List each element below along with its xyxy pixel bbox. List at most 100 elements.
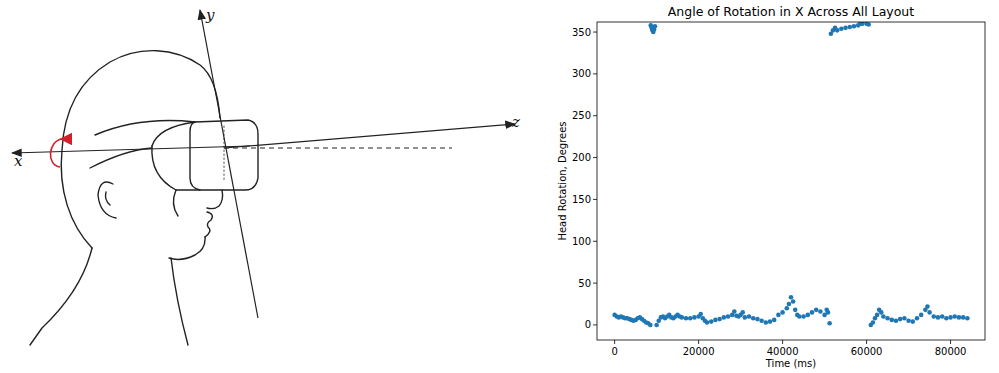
- point: [705, 320, 710, 325]
- point: [713, 318, 718, 323]
- head-outline: [152, 146, 200, 190]
- y-tick: [593, 73, 597, 74]
- point: [772, 318, 777, 323]
- head-outline: [171, 258, 188, 345]
- point: [797, 314, 802, 319]
- point: [961, 315, 966, 320]
- point: [910, 319, 915, 324]
- y-tick-label: 300: [572, 68, 591, 79]
- x-tick: [614, 340, 615, 344]
- point: [751, 316, 756, 321]
- point: [684, 316, 689, 321]
- axis-label: y: [205, 6, 215, 24]
- head-outline: [152, 122, 195, 146]
- x-tick-label: 0: [611, 346, 617, 357]
- y-tick-label: 200: [572, 152, 591, 163]
- point: [889, 318, 894, 323]
- y-tick: [593, 199, 597, 200]
- rotation-arrow-head: [62, 138, 68, 139]
- point: [791, 299, 796, 304]
- point: [843, 26, 848, 31]
- point: [965, 316, 970, 321]
- point: [948, 315, 953, 320]
- point: [898, 317, 903, 322]
- point: [805, 313, 810, 318]
- points: [612, 22, 969, 327]
- x-tick: [866, 340, 867, 344]
- point: [648, 323, 653, 328]
- head-outline: [190, 120, 258, 190]
- x-tick: [698, 340, 699, 344]
- point: [852, 24, 857, 29]
- point: [906, 318, 911, 323]
- x-tick-label: 40000: [767, 346, 799, 357]
- y-tick-label: 50: [578, 278, 591, 289]
- reference-line: [224, 147, 452, 148]
- point: [952, 314, 957, 319]
- point: [940, 314, 945, 319]
- point: [764, 320, 769, 325]
- point: [776, 313, 781, 318]
- point: [698, 312, 703, 317]
- point: [915, 316, 920, 321]
- point: [768, 319, 773, 324]
- head-outline: [205, 212, 212, 237]
- x-tick-label: 20000: [683, 346, 715, 357]
- plot-frame: [597, 22, 985, 340]
- point: [875, 313, 880, 318]
- point: [810, 310, 815, 315]
- point: [743, 315, 748, 320]
- point: [885, 316, 890, 321]
- point: [780, 310, 785, 315]
- point: [936, 315, 941, 320]
- chart: Angle of Rotation in X Across All Layout…: [557, 4, 985, 369]
- point: [879, 310, 884, 315]
- z-axis-arrow: [224, 124, 515, 148]
- point: [860, 22, 865, 26]
- x-tick-label: 80000: [935, 346, 967, 357]
- x-tick: [782, 340, 783, 344]
- point: [801, 314, 806, 319]
- point: [927, 310, 932, 315]
- point: [759, 318, 764, 323]
- head-outline: [30, 248, 92, 345]
- point: [827, 321, 832, 326]
- axis-label: x: [14, 152, 23, 170]
- point: [866, 22, 871, 27]
- point: [732, 309, 737, 314]
- point: [871, 320, 876, 325]
- chart-title: Angle of Rotation in X Across All Layout: [668, 4, 914, 19]
- y-tick: [593, 32, 597, 33]
- point: [925, 304, 930, 309]
- point: [722, 315, 727, 320]
- y-tick-label: 100: [572, 236, 591, 247]
- head-outline: [169, 237, 205, 259]
- head-diagram: [30, 51, 258, 345]
- point: [709, 319, 714, 324]
- x-tick: [950, 340, 951, 344]
- point: [944, 316, 949, 321]
- head-outline: [98, 182, 116, 218]
- y-tick: [593, 157, 597, 158]
- y-tick-label: 150: [572, 194, 591, 205]
- point: [957, 315, 962, 320]
- point: [814, 308, 819, 313]
- y-tick: [593, 283, 597, 284]
- y-tick-label: 350: [572, 27, 591, 38]
- point: [847, 25, 852, 30]
- head-outline: [106, 192, 111, 205]
- point: [653, 24, 658, 29]
- x-tick-label: 60000: [851, 346, 883, 357]
- point: [931, 314, 936, 319]
- y-tick-label: 250: [572, 110, 591, 121]
- point: [826, 310, 831, 315]
- point: [835, 28, 840, 33]
- y-tick: [593, 241, 597, 242]
- point: [654, 323, 659, 328]
- head-outline: [95, 121, 195, 135]
- rotation-arrow: [50, 139, 62, 167]
- canvas: xyzAngle of Rotation in X Across All Lay…: [0, 0, 999, 373]
- point: [785, 306, 790, 311]
- point: [839, 26, 844, 31]
- point: [793, 308, 798, 313]
